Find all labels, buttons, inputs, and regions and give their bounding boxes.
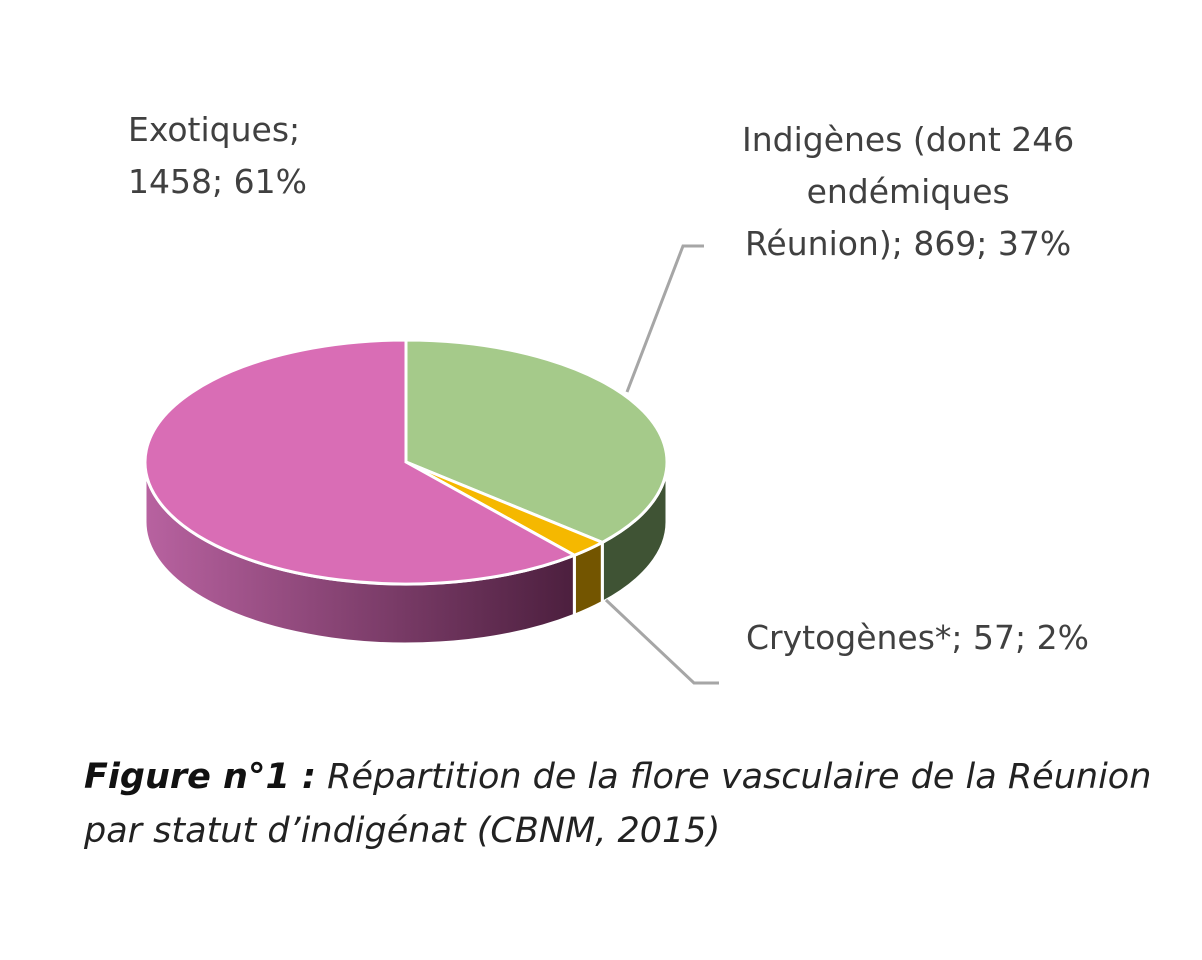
label-line: Réunion); 869; 37%	[744, 224, 1072, 263]
label-line: 1458; 61%	[128, 162, 307, 201]
label-line: endémiques	[806, 172, 1010, 211]
label-line: Crytogènes*; 57; 2%	[746, 618, 1089, 657]
label-line: Indigènes (dont 246	[742, 120, 1075, 159]
data-label-crytogenes: Crytogènes*; 57; 2%	[746, 612, 1089, 664]
leader-line-indigenes	[625, 244, 704, 393]
caption-text: Répartition de la flore vasculaire de la…	[84, 757, 1152, 851]
data-label-indigenes: Indigènes (dont 246 endémiques Réunion);…	[742, 114, 1074, 270]
data-label-exotiques: Exotiques; 1458; 61%	[128, 104, 307, 208]
figure-caption: Figure n°1 : Répartition de la flore vas…	[84, 750, 1184, 858]
pie-slice-exotiques	[143, 338, 578, 586]
pie-slice-indigenes	[404, 338, 669, 545]
label-line: Exotiques;	[128, 110, 301, 149]
leader-line-crytogenes	[604, 598, 719, 685]
caption-label: Figure n°1 :	[84, 757, 317, 797]
